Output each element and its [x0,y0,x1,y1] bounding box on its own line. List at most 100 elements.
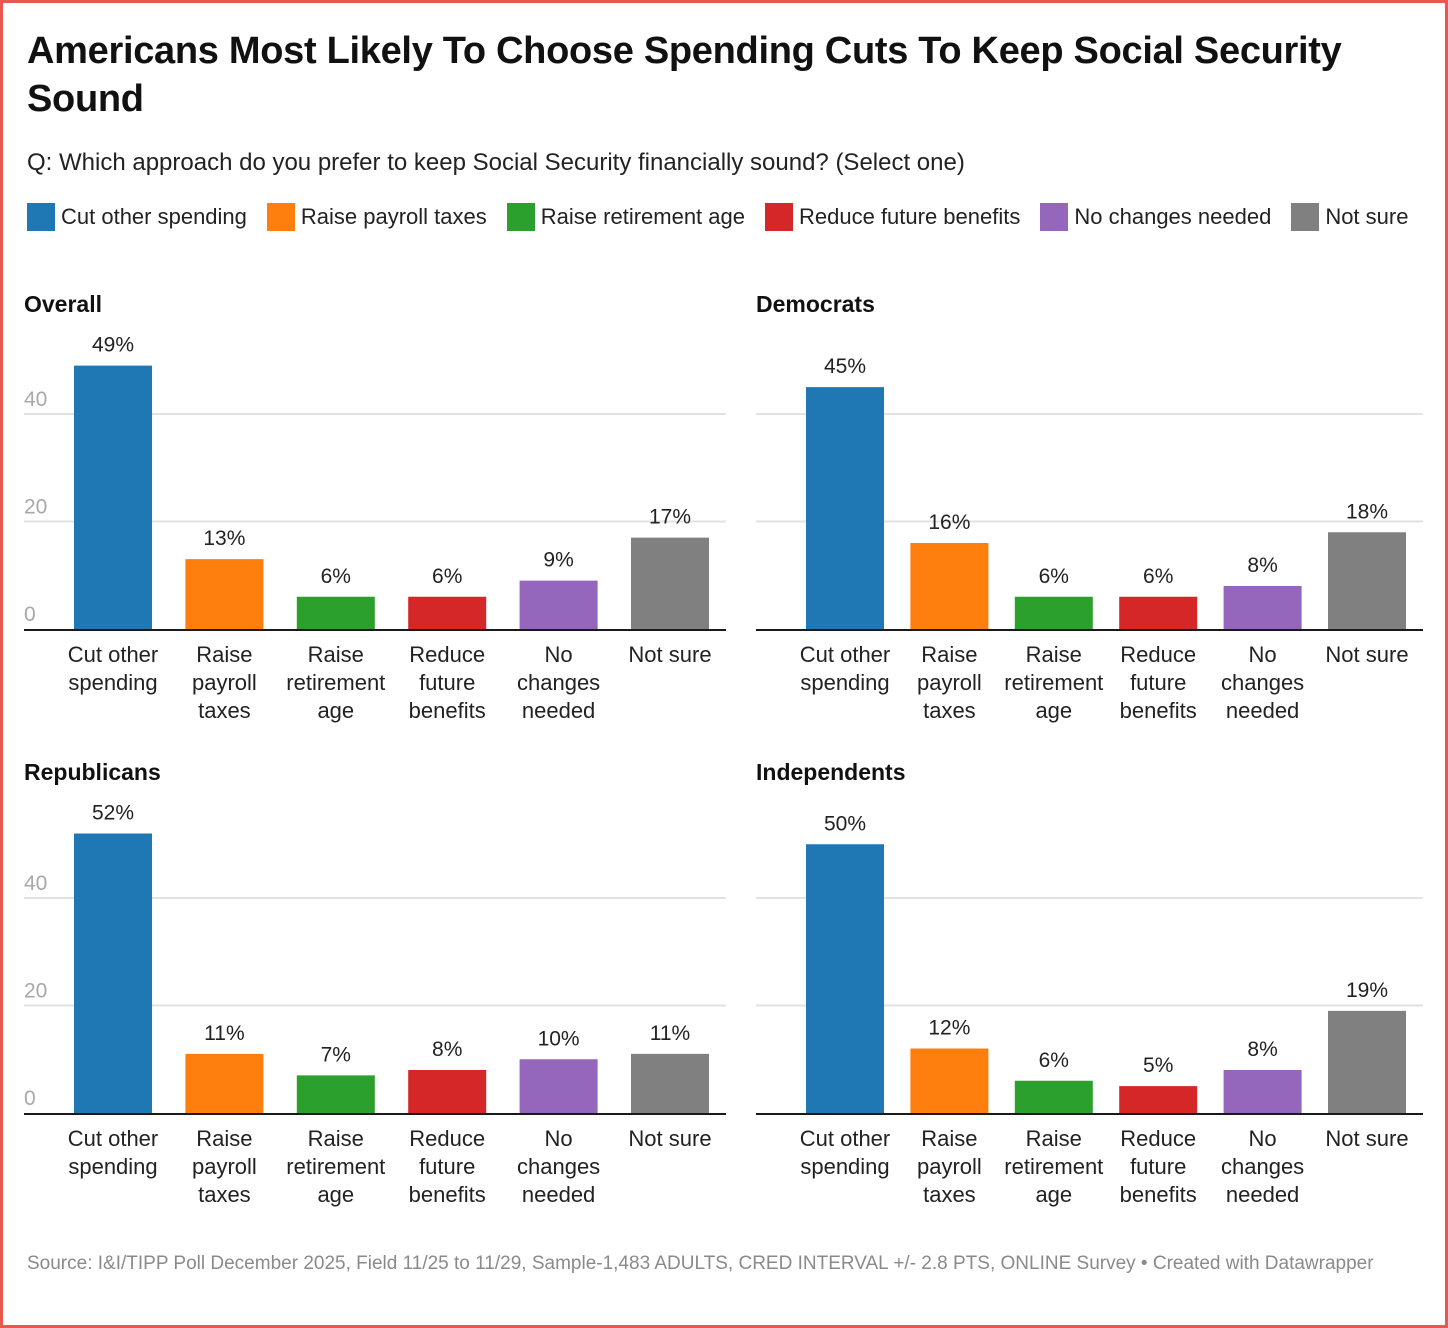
x-tick-label: benefits [1120,698,1197,723]
legend-label: No changes needed [1074,204,1272,229]
x-tick-label: Reduce [409,642,485,667]
data-label: 8% [1247,1038,1277,1061]
bar [408,596,487,629]
x-tick-label: payroll [192,670,257,695]
y-tick-label: 40 [24,388,47,411]
x-tick-label: Raise [308,642,364,667]
data-label: 18% [1346,500,1388,523]
bar [74,365,152,629]
bar [1328,1010,1406,1113]
x-tick-label: taxes [198,1182,251,1207]
data-label: 6% [432,565,462,588]
source-note: Source: I&I/TIPP Poll December 2025, Fie… [27,1253,1374,1274]
bar [1119,1086,1198,1113]
x-tick-label: Not sure [1325,1126,1408,1151]
x-tick-label: Raise [921,642,977,667]
bar [296,1075,375,1113]
legend: Cut other spending Raise payroll taxes R… [27,203,1417,231]
data-label: 6% [321,565,351,588]
legend-swatch [27,203,55,231]
bar [296,596,375,629]
x-tick-label: Reduce [409,1126,485,1151]
x-tick-label: age [1035,698,1072,723]
small-multiples-chart: Overall 0 20 40 49% Cut other spending 13% Raise… [24,291,1423,1207]
data-label: 6% [1039,565,1069,588]
x-tick-label: Raise [1026,642,1082,667]
legend-swatch [506,203,535,231]
x-tick-label: payroll [192,1154,257,1179]
data-label: 17% [649,506,691,529]
x-tick-label: Raise [921,1126,977,1151]
legend-swatch [765,203,793,231]
x-tick-label: spending [68,670,157,695]
x-tick-label: No [545,1126,573,1151]
x-tick-label: Cut other [800,642,891,667]
x-tick-label: payroll [917,1154,982,1179]
bar [185,559,264,629]
x-tick-label: Reduce [1120,1126,1196,1151]
legend-label: Raise retirement age [540,204,745,229]
x-tick-label: future [419,670,475,695]
data-label: 11% [204,1022,244,1045]
data-label: 50% [824,812,866,835]
x-tick-label: Not sure [1325,642,1408,667]
y-tick-label: 40 [24,872,47,895]
bar [1014,596,1093,629]
x-tick-label: No [1249,1126,1277,1151]
x-tick-label: needed [1226,698,1299,723]
x-tick-label: changes [517,1154,600,1179]
data-label: 8% [432,1038,462,1061]
data-label: 13% [203,527,245,550]
legend-label: Cut other spending [61,204,247,229]
bar [185,1053,264,1113]
x-tick-label: benefits [409,698,486,723]
chart-title: Americans Most Likely To Choose Spending… [27,30,1342,120]
x-tick-label: Raise [308,1126,364,1151]
data-label: 52% [92,802,134,825]
x-tick-label: changes [1221,1154,1304,1179]
x-tick-label: payroll [917,670,982,695]
x-tick-label: age [317,1182,354,1207]
x-tick-label: benefits [1120,1182,1197,1207]
x-tick-label: Raise [196,1126,252,1151]
panel-title-overall: Overall [24,291,102,317]
legend-label: Raise payroll taxes [300,204,487,229]
x-tick-label: taxes [923,1182,976,1207]
bar [631,537,709,629]
data-label: 10% [538,1027,580,1050]
x-tick-label: age [1035,1182,1072,1207]
x-tick-label: Raise [196,642,252,667]
x-tick-label: Not sure [628,1126,711,1151]
x-tick-label: age [317,698,354,723]
data-label: 6% [1143,565,1173,588]
bar [1223,586,1302,629]
y-tick-label: 0 [24,1087,36,1110]
data-label: 49% [92,334,134,357]
x-tick-label: taxes [923,698,976,723]
bar [74,833,152,1113]
x-tick-label: changes [1221,670,1304,695]
data-label: 19% [1346,979,1388,1002]
x-tick-label: No [1249,642,1277,667]
x-tick-label: spending [800,670,889,695]
data-label: 7% [321,1043,351,1066]
y-tick-label: 20 [24,980,47,1003]
y-tick-label: 0 [24,603,36,626]
bar [1119,596,1198,629]
x-tick-label: retirement [1004,670,1103,695]
data-label: 9% [543,549,573,572]
x-tick-label: Cut other [800,1126,891,1151]
bar [1223,1070,1302,1113]
chart-subtitle: Q: Which approach do you prefer to keep … [27,149,965,176]
data-label: 12% [928,1017,970,1040]
bar [408,1070,487,1113]
x-tick-label: Raise [1026,1126,1082,1151]
data-label: 5% [1143,1054,1173,1077]
x-tick-label: Reduce [1120,642,1196,667]
x-tick-label: Not sure [628,642,711,667]
bar [519,580,598,629]
legend-item-reduce-future-benefits: Reduce future benefits [765,203,1020,231]
x-tick-label: spending [68,1154,157,1179]
data-label: 45% [824,355,866,378]
data-label: 16% [928,511,970,534]
